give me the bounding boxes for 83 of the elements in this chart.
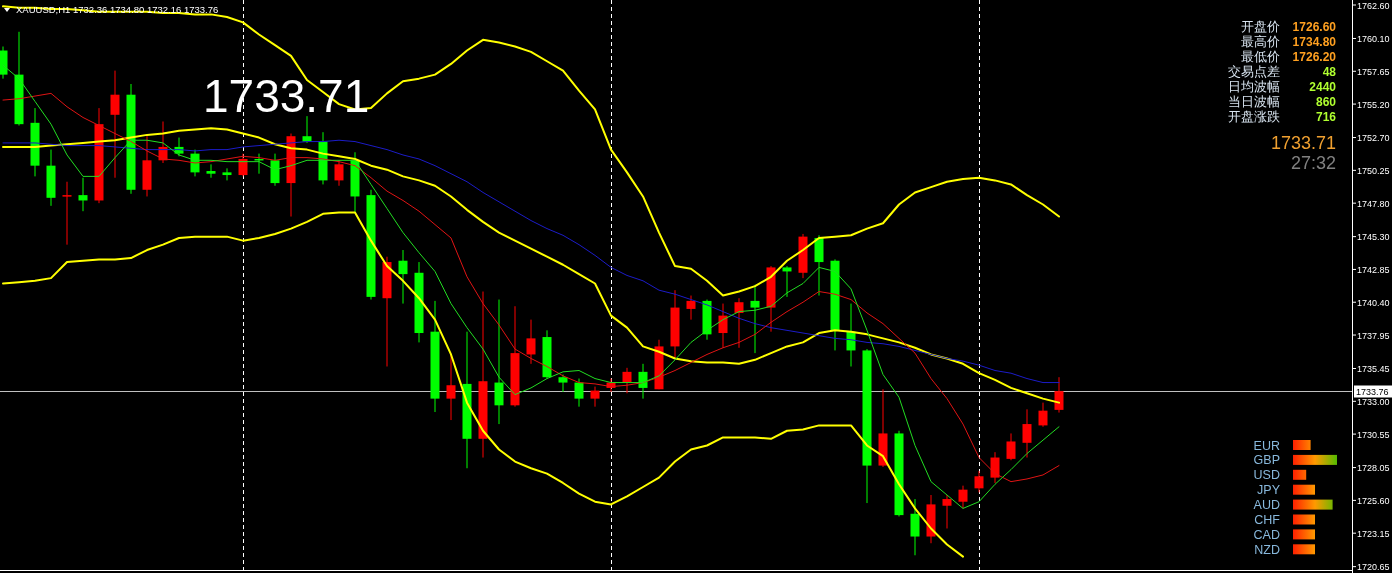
candlestick — [974, 470, 984, 493]
y-tick-label: 1757.65 — [1357, 66, 1390, 77]
text: 开盘涨跌 — [1228, 110, 1280, 124]
candlestick — [910, 498, 920, 556]
y-tick-label: 1742.85 — [1357, 264, 1390, 275]
candlestick — [1038, 402, 1048, 428]
y-tick-label: 1725.60 — [1357, 495, 1390, 506]
text: 当日波幅 — [1228, 95, 1280, 109]
y-tick-label: 1747.80 — [1357, 198, 1390, 209]
candlestick — [110, 70, 120, 179]
y-tick-label: 1720.65 — [1357, 562, 1390, 573]
candlestick — [686, 295, 696, 321]
y-tick-label: EUR — [1253, 438, 1280, 453]
candlestick — [750, 284, 760, 354]
text: 860 — [1315, 95, 1337, 109]
candlestick — [990, 451, 1000, 484]
y-tick-label: 1728.05 — [1357, 463, 1390, 474]
y-tick-label: CHF — [1254, 513, 1281, 527]
candlestick — [222, 167, 232, 181]
y-tick-label: 1755.20 — [1357, 99, 1390, 110]
text: 48 — [1322, 65, 1337, 79]
candlestick — [590, 386, 600, 408]
y-tick-label: 1762.60 — [1357, 0, 1390, 11]
bar — [1293, 529, 1315, 540]
candlestick — [574, 378, 584, 408]
candlestick — [622, 367, 632, 394]
y-tick-label: 1735.45 — [1357, 364, 1390, 374]
candlestick — [526, 319, 536, 365]
y-tick-label: JPY — [1257, 483, 1281, 498]
line-series — [2, 5, 1060, 297]
y-tick-label: 1737.95 — [1357, 330, 1390, 341]
y-tick-label: 1745.30 — [1357, 232, 1390, 243]
text: 1726.60 — [1292, 20, 1337, 34]
text: 1734.80 — [1292, 35, 1337, 49]
candlestick — [1054, 376, 1064, 414]
text: 1726.20 — [1292, 50, 1337, 64]
y-tick-label: GBP — [1253, 453, 1280, 468]
candlestick — [494, 299, 504, 425]
candlestick — [734, 297, 744, 349]
y-tick-label: 1740.40 — [1357, 297, 1390, 308]
candlestick — [1022, 408, 1032, 459]
candlestick — [958, 485, 968, 509]
text: 最低价 — [1241, 50, 1280, 64]
y-tick-label: 1733.00 — [1357, 396, 1390, 407]
candlestick — [942, 494, 952, 529]
bar — [1293, 544, 1315, 555]
y-tick-label: AUD — [1253, 498, 1280, 513]
y-tick-label: 1752.70 — [1357, 133, 1390, 144]
candlestick — [206, 163, 216, 179]
y-tick-label: CAD — [1253, 527, 1280, 542]
bar — [1293, 484, 1315, 495]
candlestick — [270, 153, 280, 187]
candlestick — [1006, 432, 1016, 461]
y-tick-label: NZD — [1254, 542, 1280, 557]
text: 最高价 — [1241, 34, 1280, 49]
candlestick — [78, 177, 88, 212]
ref-line-label: 1733.76 — [1356, 387, 1389, 397]
candlestick — [334, 159, 344, 187]
text: 交易点差 — [1228, 64, 1280, 79]
y-tick-label: 1730.55 — [1357, 429, 1390, 440]
line-series — [2, 211, 964, 558]
candlestick — [398, 249, 408, 305]
candlestick — [62, 181, 72, 246]
candlestick — [238, 153, 248, 177]
text: 开盘价 — [1241, 20, 1280, 34]
bar — [1293, 454, 1337, 465]
text: 日均波幅 — [1228, 80, 1280, 94]
text: 1733.71 — [1270, 133, 1336, 153]
y-tick-label: 1760.10 — [1357, 33, 1390, 44]
y-tick-label: USD — [1253, 468, 1280, 483]
text: 27:32 — [1290, 153, 1336, 173]
bar — [1293, 469, 1307, 480]
y-tick-label: 1750.25 — [1357, 165, 1390, 176]
bar — [1293, 514, 1315, 525]
bar — [1293, 440, 1311, 450]
candlestick — [638, 363, 648, 400]
y-tick-label: 1723.15 — [1357, 528, 1390, 539]
candlestick — [782, 265, 792, 298]
bar — [1293, 499, 1333, 510]
text: 716 — [1315, 110, 1337, 124]
candlestick — [446, 353, 456, 421]
candlestick — [558, 374, 568, 393]
text: 2440 — [1309, 80, 1337, 94]
